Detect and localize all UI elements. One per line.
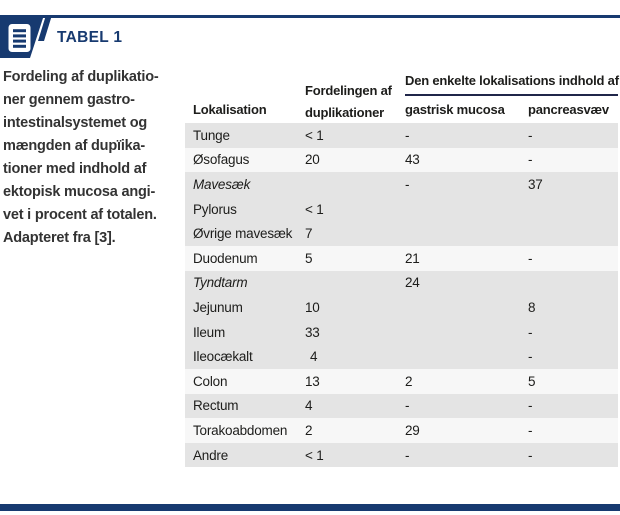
document-list-icon: [8, 23, 31, 58]
data-table: Lokalisation Fordelingen af duplikatione…: [185, 63, 619, 468]
cell-gastrisk-mucosa: -: [405, 127, 410, 143]
cell-lokalisation: Pylorus: [193, 201, 237, 217]
table-row: Øsofagus 20 43 -: [185, 147, 618, 173]
cell-gastrisk-mucosa: 43: [405, 152, 420, 168]
column-header-gastrisk-mucosa: gastrisk mucosa: [405, 102, 505, 117]
table-body: Tunge < 1 - - Øsofagus 20 43 - Mavesæk - 37 Pylorus…: [185, 123, 618, 468]
column-header-pancreasvaev: pancreasvæv: [528, 102, 609, 117]
table-title: TABEL 1: [57, 29, 123, 46]
table-row: Ileocækalt 4 -: [185, 344, 618, 369]
table-row: Rectum 4 - -: [185, 393, 618, 419]
cell-lokalisation: Colon: [193, 373, 228, 389]
cell-lokalisation: Tunge: [193, 127, 230, 143]
cell-pancreasvaev: -: [528, 398, 533, 414]
table-row: Tunge < 1 - -: [185, 123, 618, 148]
cell-lokalisation: Ileocækalt: [193, 349, 253, 365]
cell-gastrisk-mucosa: 24: [405, 275, 420, 291]
cell-pancreasvaev: -: [528, 422, 533, 438]
cell-pancreasvaev: 5: [528, 373, 536, 389]
cell-gastrisk-mucosa: 29: [405, 422, 420, 438]
table-row: Jejunum 10 8: [185, 295, 618, 320]
bottom-rule: [0, 504, 620, 511]
cell-fordelingen: 33: [305, 324, 320, 340]
cell-pancreasvaev: -: [528, 324, 533, 340]
top-rule: [0, 15, 620, 18]
cell-pancreasvaev: -: [528, 349, 533, 365]
cell-gastrisk-mucosa: -: [405, 447, 410, 463]
cell-pancreasvaev: -: [528, 250, 533, 266]
cell-fordelingen: 4: [305, 398, 313, 414]
cell-pancreasvaev: -: [528, 447, 533, 463]
column-header-lokalisation: Lokalisation: [193, 102, 267, 117]
column-group-underline: [405, 94, 618, 96]
cell-lokalisation: Ileum: [193, 324, 226, 340]
cell-gastrisk-mucosa: 2: [405, 373, 413, 389]
table-row: Øvrige mavesæk 7: [185, 221, 618, 246]
cell-fordelingen: < 1: [305, 127, 324, 143]
column-group-header-indhold: Den enkelte lokalisations indhold af: [405, 73, 619, 88]
cell-lokalisation: Andre: [193, 447, 229, 463]
cell-pancreasvaev: 8: [528, 299, 536, 315]
cell-gastrisk-mucosa: -: [405, 176, 410, 192]
cell-fordelingen: 5: [305, 250, 313, 266]
cell-gastrisk-mucosa: -: [405, 398, 410, 414]
table-row: Torakoabdomen 2 29 -: [185, 418, 618, 443]
table-caption: Fordeling af duplikatio- ner gennem gast…: [3, 69, 159, 246]
cell-lokalisation: Rectum: [193, 398, 239, 414]
table-row: Ileum 33 -: [185, 319, 618, 345]
cell-lokalisation: Øvrige mavesæk: [193, 226, 293, 242]
table-row: Colon 13 2 5: [185, 368, 618, 394]
cell-pancreasvaev: -: [528, 152, 533, 168]
table-row: Duodenum 5 21 -: [185, 245, 618, 271]
cell-fordelingen: 13: [305, 373, 320, 389]
cell-pancreasvaev: -: [528, 127, 533, 143]
table-row: Tyndtarm 24: [185, 270, 618, 296]
cell-fordelingen: < 1: [305, 447, 324, 463]
cell-pancreasvaev: 37: [528, 176, 543, 192]
table-row: Mavesæk - 37: [185, 172, 618, 197]
cell-lokalisation: Jejunum: [193, 299, 243, 315]
cell-fordelingen: 4: [310, 349, 318, 365]
cell-lokalisation: Mavesæk: [193, 176, 251, 192]
cell-fordelingen: 2: [305, 422, 313, 438]
cell-fordelingen: 10: [305, 299, 320, 315]
cell-fordelingen: 20: [305, 152, 320, 168]
cell-fordelingen: < 1: [305, 201, 324, 217]
table-row: Pylorus < 1: [185, 196, 618, 222]
cell-fordelingen: 7: [305, 226, 313, 242]
cell-lokalisation: Torakoabdomen: [193, 422, 288, 438]
table-header: Lokalisation Fordelingen af duplikatione…: [185, 63, 619, 123]
table-row: Andre < 1 - -: [185, 442, 618, 468]
cell-lokalisation: Øsofagus: [193, 152, 250, 168]
cell-lokalisation: Duodenum: [193, 250, 258, 266]
cell-lokalisation: Tyndtarm: [193, 275, 248, 291]
column-header-fordelingen: Fordelingen af duplikationer: [305, 83, 392, 120]
cell-gastrisk-mucosa: 21: [405, 250, 420, 266]
